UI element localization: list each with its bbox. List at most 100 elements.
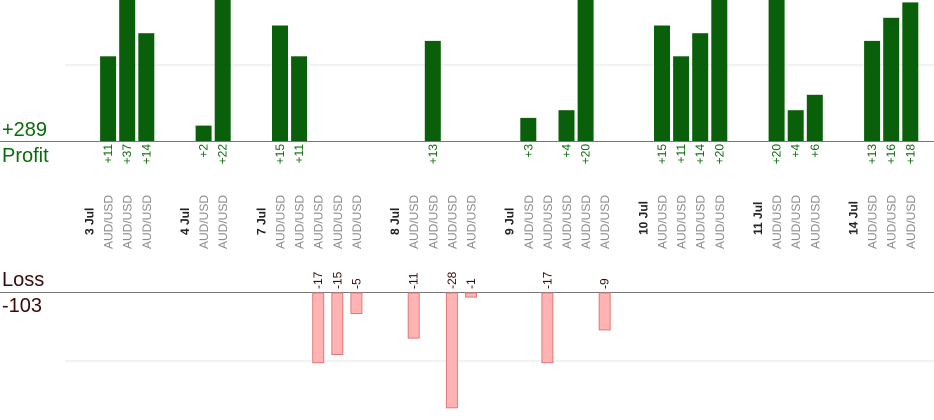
category-label: AUD/USD bbox=[808, 195, 822, 249]
profit-bar bbox=[711, 0, 728, 141]
profit-bar bbox=[864, 40, 881, 141]
date-label: 8 Jul bbox=[388, 208, 402, 235]
category-label: AUD/USD bbox=[522, 195, 536, 249]
category-label: AUD/USD bbox=[789, 195, 803, 249]
profit-bar bbox=[291, 56, 308, 141]
loss-value-label: -11 bbox=[407, 272, 421, 289]
category-label: AUD/USD bbox=[350, 195, 364, 249]
date-label: 10 Jul bbox=[636, 201, 650, 235]
category-label: AUD/USD bbox=[579, 195, 593, 249]
loss-value-label: -17 bbox=[540, 271, 554, 289]
loss-bar bbox=[598, 292, 611, 331]
profit-bar bbox=[902, 2, 919, 142]
loss-total: -103 bbox=[2, 295, 43, 317]
profit-value-label: +20 bbox=[579, 144, 593, 165]
date-label: 14 Jul bbox=[847, 201, 861, 235]
profit-bar bbox=[558, 110, 575, 141]
loss-label: Loss bbox=[2, 269, 45, 291]
profit-bar bbox=[214, 0, 231, 141]
loss-bar bbox=[312, 292, 325, 364]
category-label: AUD/USD bbox=[770, 195, 784, 249]
loss-value-label: -17 bbox=[311, 271, 325, 289]
date-label: 11 Jul bbox=[751, 202, 765, 235]
category-label: AUD/USD bbox=[885, 195, 899, 249]
profit-bar bbox=[673, 56, 690, 141]
category-label: AUD/USD bbox=[694, 195, 708, 249]
category-label: AUD/USD bbox=[465, 195, 479, 249]
profit-bar bbox=[195, 125, 212, 141]
profit-value-label: +20 bbox=[712, 144, 726, 165]
date-label: 3 Jul bbox=[83, 208, 97, 235]
date-label: 7 Jul bbox=[254, 208, 268, 235]
loss-value-label: -9 bbox=[598, 278, 612, 289]
profit-total: +289 bbox=[2, 119, 48, 141]
category-label: AUD/USD bbox=[675, 195, 689, 249]
category-label: AUD/USD bbox=[656, 195, 670, 249]
loss-bar bbox=[541, 292, 554, 364]
category-label: AUD/USD bbox=[293, 195, 307, 249]
profit-bar bbox=[806, 94, 823, 141]
profit-bar bbox=[272, 25, 288, 141]
profit-value-label: +11 bbox=[292, 144, 306, 164]
profit-value-label: +14 bbox=[139, 144, 153, 165]
loss-value-label: -1 bbox=[464, 278, 478, 289]
profit-value-label: +4 bbox=[789, 144, 803, 158]
category-label: AUD/USD bbox=[216, 195, 230, 249]
loss-bar bbox=[407, 292, 420, 339]
category-label: AUD/USD bbox=[713, 195, 727, 249]
loss-bar bbox=[465, 292, 477, 298]
profit-value-label: +2 bbox=[197, 144, 211, 158]
loss-bar bbox=[445, 292, 458, 409]
date-label: 4 Jul bbox=[178, 208, 192, 235]
profit-bar bbox=[100, 56, 117, 141]
profit-value-label: +37 bbox=[120, 144, 134, 165]
date-label: 9 Jul bbox=[503, 208, 517, 235]
profit-bar bbox=[138, 33, 155, 142]
loss-bar bbox=[331, 292, 344, 355]
profit-bar bbox=[520, 117, 537, 141]
category-label: AUD/USD bbox=[560, 195, 574, 249]
category-label: AUD/USD bbox=[598, 195, 612, 249]
profit-value-label: +16 bbox=[884, 144, 898, 165]
profit-bar bbox=[787, 110, 804, 141]
category-label: AUD/USD bbox=[331, 195, 345, 249]
category-label: AUD/USD bbox=[445, 195, 459, 249]
category-label: AUD/USD bbox=[312, 195, 326, 249]
profit-bar bbox=[883, 17, 900, 141]
profit-value-label: +11 bbox=[101, 144, 115, 164]
loss-bar bbox=[350, 292, 363, 314]
profit-bar bbox=[692, 33, 709, 142]
category-label: AUD/USD bbox=[197, 195, 211, 249]
profit-value-label: +4 bbox=[560, 144, 574, 158]
loss-value-label: -28 bbox=[445, 271, 459, 289]
profit-value-label: +11 bbox=[674, 144, 688, 164]
profit-value-label: +20 bbox=[770, 144, 784, 165]
category-label: AUD/USD bbox=[121, 195, 135, 249]
profit-value-label: +14 bbox=[693, 144, 707, 165]
category-label: AUD/USD bbox=[426, 195, 440, 249]
profit-bar bbox=[768, 0, 785, 141]
category-label: AUD/USD bbox=[541, 195, 555, 249]
profit-value-label: +13 bbox=[426, 144, 440, 165]
category-label: AUD/USD bbox=[140, 195, 154, 249]
category-label: AUD/USD bbox=[866, 195, 880, 249]
profit-value-label: +18 bbox=[903, 144, 917, 165]
profit-bar bbox=[119, 0, 136, 141]
profit-value-label: +6 bbox=[808, 144, 822, 158]
profit-bar bbox=[654, 25, 670, 141]
loss-value-label: -5 bbox=[349, 278, 363, 289]
profit-label: Profit bbox=[2, 145, 49, 167]
profit-value-label: +15 bbox=[273, 144, 287, 165]
profit-bar bbox=[577, 0, 594, 141]
profit-value-label: +15 bbox=[655, 144, 669, 165]
category-label: AUD/USD bbox=[102, 195, 116, 249]
profit-bar bbox=[424, 40, 441, 141]
profit-value-label: +13 bbox=[865, 144, 879, 165]
profit-value-label: +3 bbox=[521, 144, 535, 158]
category-label: AUD/USD bbox=[274, 195, 288, 249]
loss-value-label: -15 bbox=[330, 271, 344, 289]
category-label: AUD/USD bbox=[904, 195, 918, 249]
profit-value-label: +22 bbox=[216, 144, 230, 165]
category-label: AUD/USD bbox=[407, 195, 421, 249]
